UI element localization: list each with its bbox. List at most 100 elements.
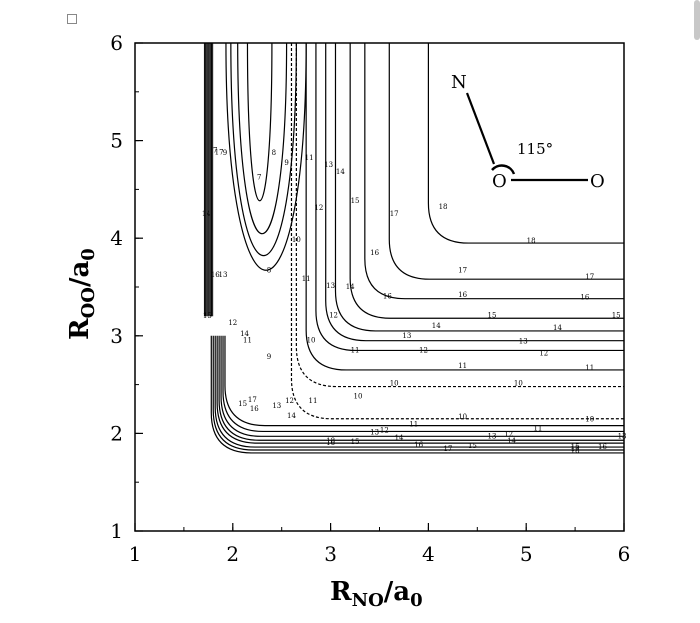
contour-line-18 [427,43,624,244]
scrollbar[interactable] [694,0,700,40]
contour-label: 10 [390,380,399,388]
contour-label: 12 [504,430,513,438]
contour-label: 13 [488,432,497,440]
contour-label: 11 [243,337,252,345]
contour-line-16 [364,43,624,300]
x-tick-label: 1 [129,542,142,566]
contour-label: 13 [272,402,281,410]
contour-label: 10 [354,392,363,400]
y-tick-label: 5 [110,129,123,153]
y-tick-label: 1 [110,519,123,543]
contour-label: 13 [324,161,333,169]
contour-label: 10 [292,236,301,244]
well-contour-6 [230,42,297,257]
contour-line-18 [210,335,624,454]
contour-line-17 [212,335,624,451]
y-tick-label: 3 [110,324,123,348]
well-contour-4 [246,42,273,202]
contour-label: 14 [432,322,441,330]
contour-label: 16 [370,249,379,257]
contour-label: 17 [458,266,467,274]
contour-line-15 [349,43,624,319]
angle-arc [491,164,516,175]
contour-label: 11 [305,154,314,162]
contour-label: 13 [618,432,627,440]
contour-label: 11 [533,424,542,432]
well-contour-5 [237,42,288,235]
contour-label: 14 [507,437,516,445]
contour-line-12 [315,43,624,352]
contour-label: 12 [285,397,294,405]
contour-label: 16 [211,271,220,279]
contour-label: 16 [414,441,423,449]
contour-label: 18 [571,447,580,455]
contour-label: 11 [585,364,594,372]
contour-label: 14 [336,168,345,176]
contour-label: 8 [272,149,276,157]
contour-label: 13 [519,338,528,346]
contour-label: 17 [215,148,224,156]
contour-label: 12 [380,426,389,434]
contour-label: 12 [314,204,323,212]
contour-label: 11 [309,397,318,405]
selection-handle [67,14,77,24]
contour-label: 14 [395,434,404,442]
contour-line-11 [305,43,624,371]
y-tick-label: 2 [110,421,123,445]
contour-label: 12 [539,349,548,357]
contour-label: 12 [228,319,237,327]
contour-label: 9 [284,159,288,167]
contour-line-10 [290,43,624,420]
contour-label: 13 [219,271,228,279]
contour-label: 15 [238,400,247,408]
contour-line-12 [222,335,624,433]
contour-line-13 [220,335,624,437]
contour-label: 9 [223,149,227,157]
contour-label: 16 [250,405,259,413]
contour-label: 11 [351,346,360,354]
angle-label: 115° [517,140,553,158]
molecule-inset: N O O 115° [451,72,605,192]
contour-line-14 [218,335,624,441]
contour-label: 15 [488,311,497,319]
contour-label: 14 [553,324,562,332]
contour-label: 9 [267,353,271,361]
contour-label: 18 [439,203,448,211]
contour-line-10 [295,43,624,388]
contour-label: 14 [287,412,296,420]
contour-label: 8 [267,266,271,274]
contour-label: 10 [514,380,523,388]
contour-label: 14 [240,330,249,338]
contour-label: 17 [585,273,594,281]
contour-label: 18 [326,437,335,445]
contour-label: 10 [307,337,316,345]
contour-label: 14 [346,283,355,291]
contour-label: 15 [351,438,360,446]
contour-label: 7 [213,146,217,154]
contour-label: 15 [203,312,212,320]
contour-label: 15 [612,311,621,319]
x-tick-label: 6 [618,542,631,566]
n-o-bond [465,92,496,165]
contour-label: 17 [443,445,452,453]
y-tick-label: 6 [110,31,123,55]
contour-line-14 [334,43,624,332]
x-tick-label: 4 [422,542,435,566]
contour-label: 16 [598,443,607,451]
contour-label: 7 [257,174,261,182]
contour-label: 10 [458,413,467,421]
contour-label: 15 [468,442,477,450]
contour-label: 13 [326,282,335,290]
contour-label: 13 [402,332,411,340]
contour-label: 16 [580,294,589,302]
contour-line-13 [325,43,624,342]
x-axis-title: RNO/a0 [330,577,423,611]
contour-label: 11 [458,362,467,370]
contour-label: 17 [571,445,580,453]
well-contour-7 [225,42,307,271]
contour-label: 10 [585,416,594,424]
contour-label: 12 [419,346,428,354]
contour-label: 16 [458,291,467,299]
